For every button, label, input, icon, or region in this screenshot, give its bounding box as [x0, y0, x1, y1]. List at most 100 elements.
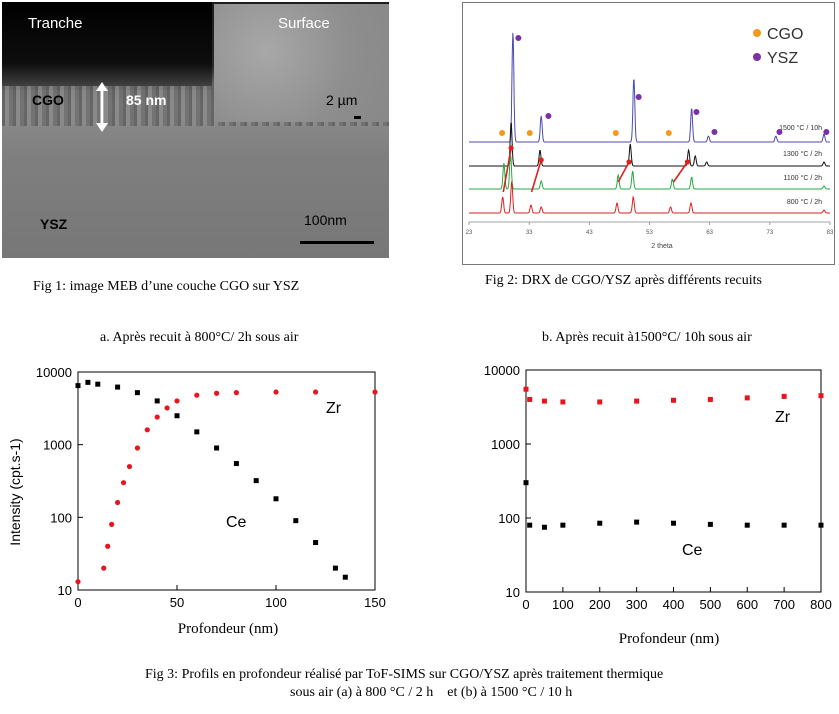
data-point — [214, 445, 220, 451]
data-point — [541, 398, 547, 404]
data-point — [527, 522, 533, 528]
x-tick-label: 300 — [626, 597, 648, 612]
scale-bar-main — [300, 241, 374, 244]
data-point — [523, 386, 529, 392]
data-point — [109, 521, 115, 527]
xrd-curve-label: 1300 °C / 2h — [783, 150, 822, 158]
xrd-peak-marker — [665, 130, 672, 136]
thickness-arrow — [96, 82, 108, 132]
y-tick-label: 100 — [50, 510, 72, 525]
xrd-tick-label: 73 — [766, 230, 773, 236]
data-point — [634, 519, 640, 525]
data-point — [95, 381, 101, 387]
label-ysz: YSZ — [40, 216, 68, 232]
data-point — [174, 413, 180, 419]
label-surface: Surface — [278, 15, 330, 32]
data-point — [523, 480, 529, 486]
x-tick-label: 400 — [663, 597, 685, 612]
xrd-curve — [469, 155, 830, 190]
legend-cgo-marker — [753, 29, 761, 37]
scale-bar-inset — [354, 116, 361, 119]
data-point — [75, 383, 81, 389]
data-point — [597, 399, 603, 405]
xrd-peak-marker — [515, 35, 522, 41]
plot-frame — [525, 369, 822, 593]
data-point — [634, 398, 640, 404]
y-tick-label: 10000 — [484, 363, 520, 378]
sem-image: Tranche Surface CGO 85 nm 2 µm YSZ 100nm — [2, 2, 389, 258]
label-scale-main: 100nm — [304, 212, 347, 228]
series-label-ce: Ce — [682, 542, 703, 559]
data-point — [744, 395, 750, 401]
data-point — [164, 405, 170, 411]
panel-b-title: b. Après recuit à1500°C/ 10h sous air — [542, 330, 752, 345]
data-point — [101, 565, 107, 571]
xrd-curve-label: 1500 °C / 10h — [779, 124, 822, 132]
xrd-curve — [469, 181, 830, 214]
x-tick-label: 700 — [773, 597, 795, 612]
data-point — [134, 445, 140, 451]
x-tick-label: 150 — [364, 595, 386, 610]
data-point — [671, 397, 676, 403]
xrd-shift-arrow — [672, 161, 689, 183]
series-label-zr: Zr — [326, 400, 342, 417]
y-tick-label: 10000 — [36, 365, 72, 380]
xrd-peak-marker — [526, 130, 533, 136]
sims-chart-b: 0 100 200 300 400 500 600 700 800 10 100 1000 10000 Z… — [484, 363, 832, 647]
x-tick-label: 100 — [265, 595, 287, 610]
data-point — [332, 565, 338, 571]
data-point — [781, 522, 787, 528]
xrd-tick-label: 83 — [827, 230, 834, 236]
label-tranche: Tranche — [28, 15, 83, 32]
sims-chart-a: Intensity (cpt.s-1) 0 50 100 150 10 100 1000 10… — [7, 365, 386, 637]
data-point — [560, 522, 566, 528]
xrd-shift-arrow — [617, 161, 630, 183]
data-point — [671, 520, 676, 526]
y-tick-label: 1000 — [43, 438, 72, 453]
xrd-xlabel: 2 theta — [651, 243, 673, 250]
data-point — [781, 393, 787, 399]
legend-ysz-label: YSZ — [767, 50, 798, 67]
y-tick-label: 10 — [506, 585, 520, 600]
plot-frame — [77, 371, 376, 591]
data-point — [293, 518, 299, 524]
panel-a-title: a. Après recuit à 800°C/ 2h sous air — [100, 330, 299, 345]
data-point — [120, 480, 127, 486]
data-point — [115, 384, 121, 390]
y-tick-label: 10 — [58, 583, 72, 598]
sem-cross-section-dark — [2, 2, 212, 90]
xrd-curve-label: 1100 °C / 2h — [784, 174, 823, 182]
chart-a-xlabel: Profondeur (nm) — [178, 621, 278, 637]
xrd-peak-marker — [776, 129, 783, 135]
data-point — [85, 379, 91, 385]
data-point — [372, 389, 378, 395]
xrd-curve — [469, 32, 830, 143]
x-tick-label: 600 — [736, 597, 758, 612]
data-point — [154, 398, 160, 404]
data-point — [233, 461, 239, 467]
xrd-tick-label: 23 — [466, 230, 473, 236]
fig2-caption: Fig 2: DRX de CGO/YSZ après différents r… — [485, 273, 762, 288]
data-point — [707, 521, 713, 527]
x-tick-label: 100 — [552, 597, 574, 612]
sem-surface-inset — [214, 4, 389, 122]
xrd-shift-arrow — [530, 159, 542, 193]
data-point — [174, 398, 180, 404]
data-point — [105, 543, 111, 549]
xrd-shift-arrowhead — [626, 159, 632, 165]
xrd-tick-label: 53 — [646, 230, 653, 236]
xrd-shift-arrow — [502, 147, 512, 193]
data-point — [313, 389, 319, 395]
label-cgo: CGO — [32, 92, 64, 108]
xrd-peak-marker — [612, 130, 619, 136]
xrd-curve — [469, 122, 830, 167]
fig3-caption-line1: Fig 3: Profils en profondeur réalisé par… — [145, 667, 664, 682]
y-tick-label: 100 — [498, 511, 520, 526]
data-point — [273, 389, 279, 395]
legend-ysz-marker — [753, 53, 761, 61]
data-point — [527, 396, 533, 402]
x-tick-label: 500 — [700, 597, 722, 612]
xrd-figure: 23 33 43 53 63 73 83 2 theta CGO YSZ 1500 °C /… — [462, 2, 835, 265]
x-tick-label: 0 — [522, 597, 529, 612]
x-tick-label: 0 — [74, 595, 81, 610]
